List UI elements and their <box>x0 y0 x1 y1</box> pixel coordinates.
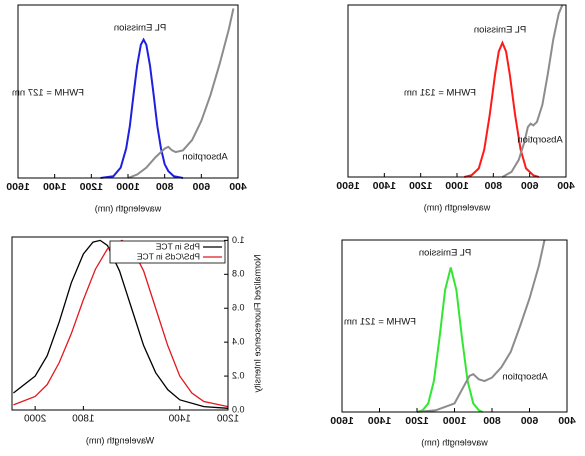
x-axis-label: wavelength (nm) <box>424 202 492 212</box>
annotation: PL Emission <box>474 25 526 36</box>
x-tick-label: 1400 <box>368 415 392 427</box>
x-tick-label: 1600 <box>6 181 30 193</box>
x-tick-label: 1200 <box>409 180 433 192</box>
annotation: Absorption <box>182 152 227 163</box>
y-tick-label: 0.6 <box>232 303 245 313</box>
series-line <box>13 239 229 408</box>
x-tick-label: 1600 <box>336 180 360 192</box>
x-tick-label: 1000 <box>445 180 469 192</box>
x-tick-label: 1400 <box>168 414 191 425</box>
x-tick-label: 2000 <box>24 414 47 425</box>
y-tick-label: 1.0 <box>232 235 245 245</box>
series-line <box>416 239 546 413</box>
x-tick-label: 1600 <box>330 415 354 427</box>
y-tick-label: 0.8 <box>232 269 245 279</box>
x-tick-label: 800 <box>156 181 174 193</box>
x-tick-label: 1400 <box>372 180 396 192</box>
y-tick-label: 0.4 <box>232 337 245 347</box>
annotation: PL Emission <box>419 248 471 259</box>
x-tick-label: 1000 <box>116 181 140 193</box>
x-tick-label: 400 <box>557 180 575 192</box>
annotation: PL Emission <box>114 23 166 34</box>
annotation: FWHM = 127 nm <box>12 88 84 99</box>
annotation: FWHM = 131 nm <box>404 88 476 99</box>
y-tick-label: 0.0 <box>232 404 245 414</box>
x-axis-label: wavelength (nm) <box>421 437 489 447</box>
x-tick-label: 1000 <box>443 415 467 427</box>
x-tick-label: 800 <box>483 415 501 427</box>
annotation: Absorption <box>502 372 547 383</box>
legend-label: PbS in TCE <box>155 241 200 251</box>
series-line <box>100 37 184 179</box>
y-axis-label: Normalized Fluorescence Intensity <box>252 254 262 393</box>
series-line <box>501 4 564 178</box>
x-tick-label: 600 <box>521 415 539 427</box>
series-line <box>13 239 229 409</box>
x-tick-label: 1400 <box>43 181 67 193</box>
x-tick-label: 400 <box>558 415 576 427</box>
x-axis-label: Wavelength (nm) <box>86 435 154 445</box>
x-tick-label: 600 <box>192 181 210 193</box>
x-tick-label: 1200 <box>216 414 239 425</box>
x-tick-label: 1200 <box>79 181 103 193</box>
annotation: FWHM = 121 nm <box>344 317 416 328</box>
plot-frame <box>11 236 229 411</box>
y-tick-label: 0.2 <box>232 370 245 380</box>
legend-box <box>109 240 226 264</box>
series-line <box>416 267 484 413</box>
x-tick-label: 1800 <box>72 414 95 425</box>
legend-label: PbS/CdS in TCE <box>137 251 200 261</box>
series-line <box>127 8 235 179</box>
x-axis-label: wavelength (nm) <box>95 203 163 213</box>
annotation: Absorption <box>517 135 562 146</box>
x-tick-label: 400 <box>229 181 247 193</box>
series-line <box>464 40 540 178</box>
x-tick-label: 800 <box>484 180 502 192</box>
x-tick-label: 1200 <box>405 415 429 427</box>
x-tick-label: 600 <box>521 180 539 192</box>
